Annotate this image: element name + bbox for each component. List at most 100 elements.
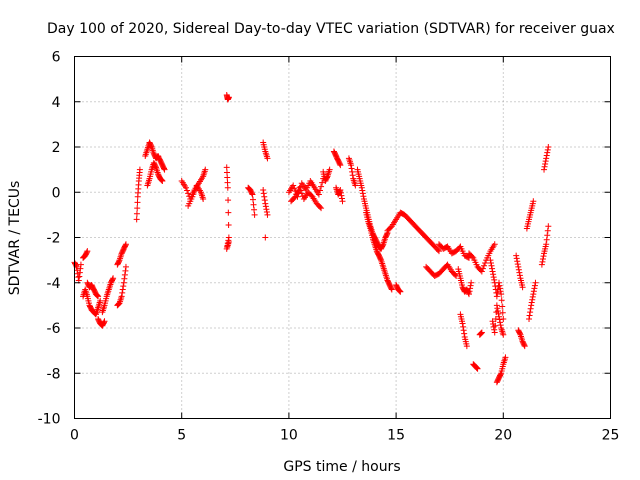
data-point-1-1-3 [83, 249, 90, 256]
data-point-7-3-3 [122, 242, 129, 249]
data-point-11-1-1 [184, 187, 191, 194]
data-point-8-0-0 [133, 216, 140, 223]
data-point-42-1-1 [528, 299, 535, 306]
data-point-7-4-0 [122, 241, 129, 248]
data-point-8-0-2 [134, 205, 141, 212]
data-point-6-3-1 [121, 275, 128, 282]
data-point-20-7-0 [318, 205, 325, 212]
data-point-6-3-3 [122, 267, 129, 274]
data-point-6-2-3 [120, 283, 127, 290]
data-point-12-1-0 [189, 193, 196, 200]
data-point-38-1-3 [497, 371, 504, 378]
point-segment-8 [133, 166, 143, 223]
data-point-42-2-1 [530, 288, 537, 295]
data-point-31-5-3 [467, 282, 474, 289]
data-point-28-12-0 [435, 248, 442, 255]
data-point-6-3-2 [121, 271, 128, 278]
data-point-39-0-0 [513, 252, 520, 259]
data-point-2-8-0 [97, 297, 104, 304]
data-point-15-2-2 [250, 201, 257, 208]
data-point-37-2-1 [494, 305, 501, 312]
point-segment-31 [455, 266, 475, 298]
data-point-5-5-0 [110, 275, 117, 282]
data-point-23-2-2 [338, 192, 345, 199]
data-point-32-3-0 [478, 268, 485, 275]
point-segment-22 [330, 148, 344, 169]
data-point-42-1-2 [529, 296, 536, 303]
data-point-26-6-3 [377, 255, 384, 262]
data-point-4-2-3 [100, 319, 107, 326]
data-point-33-1-0 [459, 320, 466, 327]
data-point-25-13-3 [383, 231, 390, 238]
data-point-42-0-0 [526, 315, 533, 322]
data-point-29-6-3 [452, 271, 459, 278]
data-point-11-6-0 [202, 166, 209, 173]
data-point-44-1-1 [543, 152, 550, 159]
data-point-34-1-2 [473, 364, 480, 371]
data-point-44-0-3 [542, 158, 549, 165]
point-segment-4 [95, 315, 108, 329]
data-point-40-3-0 [521, 343, 528, 350]
x-tick-label-2: 10 [280, 428, 298, 444]
data-point-36-0-2 [488, 262, 495, 269]
data-point-42-0-1 [526, 312, 533, 319]
x-tick-label-4: 20 [494, 428, 512, 444]
data-point-44-1-3 [544, 146, 551, 153]
data-point-27-1-2 [396, 287, 403, 294]
data-point-32-3-2 [481, 262, 488, 269]
data-point-8-0-1 [133, 210, 140, 217]
data-point-15-2-1 [249, 196, 256, 203]
x-axis-label: GPS time / hours [283, 459, 400, 475]
data-point-17-0-3 [261, 197, 268, 204]
data-point-39-0-3 [514, 261, 521, 268]
data-point-24-1-3 [349, 172, 356, 179]
data-point-44-1-2 [544, 149, 551, 156]
data-point-39-1-1 [515, 266, 522, 273]
x-tick-label-3: 15 [387, 428, 405, 444]
data-point-14-1-3 [225, 222, 232, 229]
y-tick-label-4: -2 [47, 231, 61, 247]
data-point-36-5-2 [499, 303, 506, 310]
data-point-4-3-0 [101, 318, 108, 325]
data-point-33-1-1 [460, 323, 467, 330]
data-point-37-2-3 [495, 310, 502, 317]
data-point-40-2-3 [521, 341, 528, 348]
data-point-0-2-3 [77, 265, 84, 272]
point-segment-26 [363, 209, 395, 293]
point-segment-1 [80, 248, 91, 261]
y-tick-label-0: -10 [38, 412, 61, 428]
data-point-17-0-0 [260, 186, 267, 193]
data-point-14-0-3 [224, 179, 231, 186]
data-point-36-5-3 [499, 309, 506, 316]
point-segment-42 [526, 279, 539, 322]
data-point-18-0-0 [262, 234, 269, 241]
data-point-37-0-0 [489, 318, 496, 325]
point-segment-3 [84, 279, 102, 300]
data-point-37-3-1 [496, 316, 503, 323]
data-point-36-3-0 [493, 293, 500, 300]
data-point-27-1-3 [396, 288, 403, 295]
data-point-42-0-3 [527, 305, 534, 312]
data-point-0-2-1 [76, 273, 83, 280]
data-point-19-7-0 [315, 191, 322, 198]
point-segment-23 [333, 184, 346, 205]
data-points [71, 91, 552, 386]
data-point-35-0-3 [478, 330, 485, 337]
data-point-24-1-1 [348, 165, 355, 172]
data-point-11-1-2 [185, 190, 192, 197]
data-point-43-2-3 [544, 227, 551, 234]
data-point-20-2-2 [298, 190, 305, 197]
data-point-20-2-0 [296, 184, 303, 191]
point-segment-36 [487, 257, 507, 322]
data-point-36-1-2 [490, 274, 497, 281]
x-tick-label-1: 5 [177, 428, 186, 444]
data-point-44-0-1 [541, 163, 548, 170]
data-point-6-2-1 [119, 289, 126, 296]
point-segment-14 [223, 164, 232, 252]
data-point-37-3-3 [497, 322, 504, 329]
data-point-23-2-0 [337, 186, 344, 193]
data-point-44-2-0 [545, 144, 552, 150]
data-point-31-5-0 [465, 291, 472, 298]
data-point-14-1-2 [225, 209, 232, 216]
data-point-42-2-3 [531, 282, 538, 289]
